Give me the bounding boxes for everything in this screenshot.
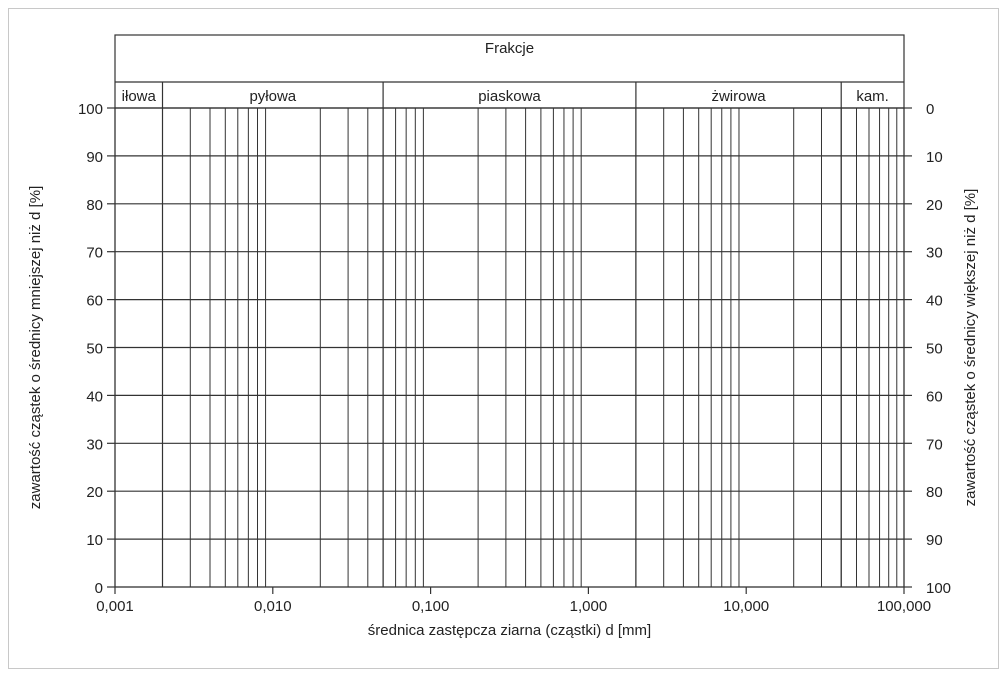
y-tick-label-left: 20 (86, 484, 103, 501)
fraction-label: żwirowa (711, 88, 766, 105)
fractions-header-box (114, 34, 905, 109)
fraction-label: kam. (856, 88, 889, 105)
y-tick-label-right: 80 (926, 484, 943, 501)
y-tick-label-left: 10 (86, 532, 103, 549)
y-tick-label-right: 90 (926, 532, 943, 549)
y-axis-label-left: zawartość cząstek o średnicy mniejszej n… (27, 186, 44, 509)
y-tick-label-left: 60 (86, 293, 103, 310)
y-tick-label-left: 80 (86, 197, 103, 214)
y-tick-label-right: 10 (926, 149, 943, 166)
fraction-label: piaskowa (478, 88, 541, 105)
x-tick-label: 100,000 (877, 598, 931, 615)
x-tick-label: 10,000 (723, 598, 769, 615)
x-tick-label: 0,010 (254, 598, 292, 615)
y-tick-label-left: 50 (86, 341, 103, 358)
y-tick-label-left: 30 (86, 436, 103, 453)
fraction-label: iłowa (122, 88, 157, 105)
y-axis-label-right: zawartość cząstek o średnicy większej ni… (962, 189, 979, 507)
x-tick-label: 0,001 (96, 598, 134, 615)
y-tick-label-right: 60 (926, 388, 943, 405)
y-tick-label-right: 30 (926, 245, 943, 262)
y-tick-label-right: 70 (926, 436, 943, 453)
grid-layer (114, 82, 905, 588)
y-tick-label-left: 90 (86, 149, 103, 166)
fraction-label: pyłowa (249, 88, 296, 105)
fractions-header: Frakcje iłowa pyłowa piaskowa żwirowa kam. (114, 34, 905, 109)
x-tick-label: 1,000 (570, 598, 608, 615)
y-tick-label-right: 40 (926, 293, 943, 310)
y-tick-label-right: 100 (926, 580, 951, 597)
y-tick-label-left: 40 (86, 388, 103, 405)
x-tick-label: 0,100 (412, 598, 450, 615)
axis-labels: średnica zastępcza ziarna (cząstki) d [m… (27, 186, 979, 639)
tick-layer: 0102030405060708090100100908070605040302… (78, 101, 951, 615)
y-tick-label-left: 0 (95, 580, 103, 597)
x-axis-label: średnica zastępcza ziarna (cząstki) d [m… (368, 622, 651, 639)
fractions-title: Frakcje (485, 40, 534, 57)
y-tick-label-left: 70 (86, 245, 103, 262)
y-tick-label-right: 0 (926, 101, 934, 118)
y-tick-label-right: 20 (926, 197, 943, 214)
y-tick-label-left: 100 (78, 101, 103, 118)
figure-frame (8, 8, 999, 669)
y-tick-label-right: 50 (926, 341, 943, 358)
